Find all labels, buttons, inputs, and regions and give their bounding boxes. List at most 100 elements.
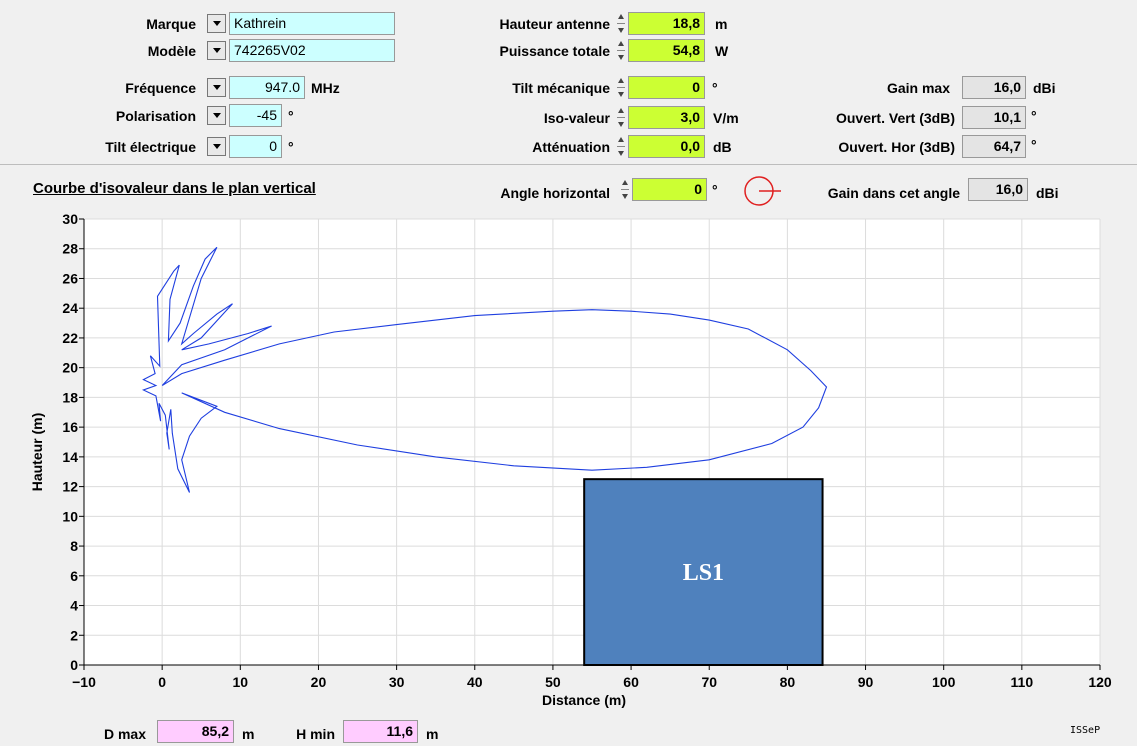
arrow-down-icon: [618, 122, 624, 127]
gain-angle-label: Gain dans cet angle: [827, 185, 960, 201]
y-tick-label: 10: [62, 508, 78, 524]
electrical-tilt-field[interactable]: 0: [229, 135, 282, 158]
iso-value-field[interactable]: 3,0: [628, 106, 705, 129]
attenuation-label: Atténuation: [532, 139, 610, 155]
polarisation-field[interactable]: -45: [229, 104, 282, 127]
total-power-field[interactable]: 54,8: [628, 39, 705, 62]
x-tick-label: 60: [623, 674, 639, 690]
polarisation-dropdown-button[interactable]: [207, 106, 226, 125]
vertical-aperture-unit: °: [1031, 108, 1037, 124]
arrow-up-icon: [622, 180, 628, 185]
antenna-height-spinner[interactable]: [617, 12, 625, 35]
dmax-unit: m: [242, 726, 255, 742]
horizontal-aperture-field: 64,7: [962, 135, 1026, 158]
compass-icon[interactable]: [743, 175, 783, 207]
chevron-down-icon: [212, 21, 221, 26]
arrow-down-icon: [618, 92, 624, 97]
arrow-down-icon: [622, 194, 628, 199]
arrow-down-icon: [618, 55, 624, 60]
y-tick-label: 26: [62, 270, 78, 286]
chevron-down-icon: [212, 113, 221, 118]
total-power-unit: W: [715, 43, 729, 59]
arrow-up-icon: [618, 108, 624, 113]
y-tick-label: 6: [70, 568, 78, 584]
gain-angle-field: 16,0: [968, 178, 1028, 201]
gain-max-field: 16,0: [962, 76, 1026, 99]
iso-value-label: Iso-valeur: [543, 110, 610, 126]
attenuation-unit: dB: [713, 139, 732, 155]
mechanical-tilt-label: Tilt mécanique: [512, 80, 610, 96]
polarisation-label: Polarisation: [115, 108, 196, 124]
vertical-aperture-field: 10,1: [962, 106, 1026, 129]
x-tick-label: 10: [233, 674, 249, 690]
isovalue-curve: [141, 246, 828, 493]
attenuation-spinner[interactable]: [617, 135, 625, 158]
gain-max-unit: dBi: [1033, 80, 1056, 96]
x-tick-label: 50: [545, 674, 561, 690]
attenuation-field[interactable]: 0,0: [628, 135, 705, 158]
panel-separator: [0, 164, 1137, 165]
y-tick-label: 12: [62, 479, 78, 495]
arrow-up-icon: [618, 137, 624, 142]
y-tick-label: 14: [62, 449, 78, 465]
frequency-label: Fréquence: [125, 80, 196, 96]
x-tick-label: 70: [701, 674, 717, 690]
gain-max-label: Gain max: [886, 80, 950, 96]
y-tick-label: 18: [62, 389, 78, 405]
y-tick-label: 28: [62, 241, 78, 257]
x-tick-label: 30: [389, 674, 405, 690]
dmax-label: D max: [103, 726, 146, 742]
frequency-field[interactable]: 947.0: [229, 76, 305, 99]
arrow-down-icon: [618, 151, 624, 156]
total-power-spinner[interactable]: [617, 39, 625, 62]
frequency-unit: MHz: [311, 80, 340, 96]
arrow-down-icon: [618, 28, 624, 33]
arrow-up-icon: [618, 14, 624, 19]
building-label: LS1: [683, 560, 724, 586]
model-dropdown-button[interactable]: [207, 41, 226, 60]
y-tick-label: 16: [62, 419, 78, 435]
arrow-up-icon: [618, 78, 624, 83]
chevron-down-icon: [212, 48, 221, 53]
model-label: Modèle: [147, 43, 196, 59]
y-axis-label: Hauteur (m): [29, 413, 45, 492]
chevron-down-icon: [212, 144, 221, 149]
horizontal-angle-field[interactable]: 0: [632, 178, 707, 201]
antenna-height-field[interactable]: 18,8: [628, 12, 705, 35]
frequency-dropdown-button[interactable]: [207, 78, 226, 97]
y-tick-label: 0: [70, 657, 78, 673]
y-tick-label: 24: [62, 300, 78, 316]
y-tick-label: 4: [70, 598, 78, 614]
horizontal-aperture-label: Ouvert. Hor (3dB): [838, 139, 955, 155]
polarisation-unit: °: [288, 108, 294, 124]
electrical-tilt-dropdown-button[interactable]: [207, 137, 226, 156]
x-tick-label: 80: [780, 674, 796, 690]
gain-angle-unit: dBi: [1036, 185, 1059, 201]
brand-field[interactable]: Kathrein: [229, 12, 395, 35]
mechanical-tilt-spinner[interactable]: [617, 76, 625, 99]
iso-value-unit: V/m: [713, 110, 739, 126]
x-tick-label: 40: [467, 674, 483, 690]
arrow-up-icon: [618, 41, 624, 46]
hmin-label: H min: [296, 726, 335, 742]
mechanical-tilt-field[interactable]: 0: [628, 76, 705, 99]
model-field[interactable]: 742265V02: [229, 39, 395, 62]
vertical-aperture-label: Ouvert. Vert (3dB): [835, 110, 955, 126]
iso-value-spinner[interactable]: [617, 106, 625, 129]
horizontal-angle-unit: °: [712, 182, 718, 198]
horizontal-aperture-unit: °: [1031, 137, 1037, 153]
x-tick-label: −10: [72, 674, 96, 690]
horizontal-angle-spinner[interactable]: [621, 178, 629, 201]
x-tick-label: 90: [858, 674, 874, 690]
y-tick-label: 30: [62, 211, 78, 227]
chevron-down-icon: [212, 85, 221, 90]
x-tick-label: 0: [158, 674, 166, 690]
dmax-field: 85,2: [157, 720, 234, 743]
brand-dropdown-button[interactable]: [207, 14, 226, 33]
electrical-tilt-label: Tilt électrique: [105, 139, 196, 155]
chart-title: Courbe d'isovaleur dans le plan vertical: [33, 180, 316, 197]
total-power-label: Puissance totale: [499, 43, 611, 59]
y-tick-label: 8: [70, 538, 78, 554]
x-tick-label: 110: [1011, 674, 1034, 690]
hmin-field: 11,6: [343, 720, 418, 743]
